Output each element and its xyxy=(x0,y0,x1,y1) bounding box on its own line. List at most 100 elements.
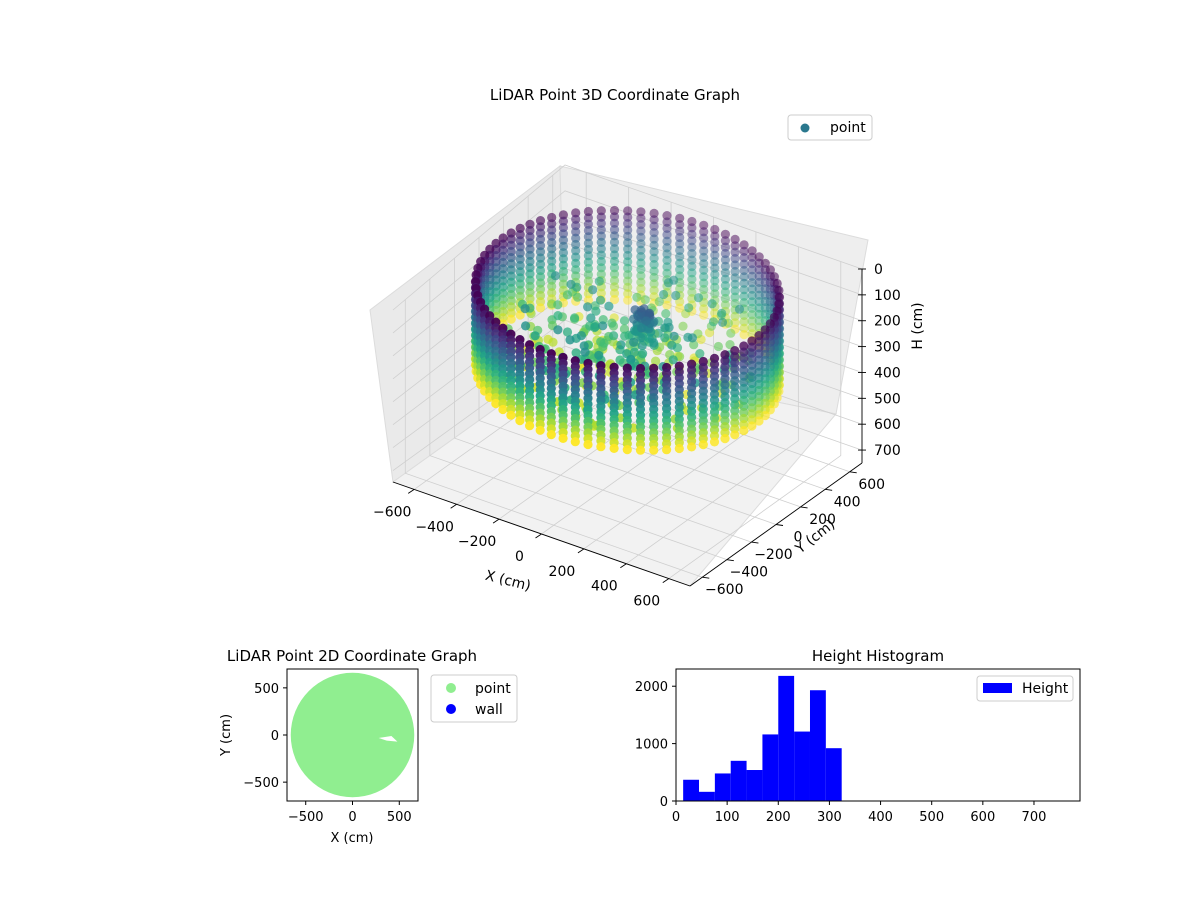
x-tick-label-3d: 400 xyxy=(591,579,618,595)
point-3d xyxy=(636,252,646,262)
y-tick-label-2d: −500 xyxy=(243,776,279,791)
legend-label-point: point xyxy=(830,120,866,136)
legend-label-height: Height xyxy=(1022,681,1069,697)
point-3d xyxy=(675,213,685,223)
point-3d xyxy=(707,299,717,309)
point-3d xyxy=(671,290,681,301)
point-3d xyxy=(720,293,731,304)
point-3d xyxy=(687,242,697,252)
point-3d xyxy=(662,211,672,221)
point-3d xyxy=(609,256,620,266)
y-tick-3d xyxy=(800,506,808,509)
point-3d xyxy=(596,212,606,222)
point-3d xyxy=(713,341,724,352)
point-3d xyxy=(558,254,569,264)
point-3d xyxy=(662,223,672,233)
point-3d xyxy=(684,303,694,313)
x-tick-label-3d: −600 xyxy=(373,504,411,520)
point-3d xyxy=(571,208,581,218)
point-3d xyxy=(583,238,594,248)
point-3d xyxy=(635,445,646,455)
point-3d xyxy=(609,212,620,222)
point-3d xyxy=(699,233,709,243)
point-3d xyxy=(687,261,697,272)
point-3d xyxy=(596,442,606,452)
point-3d xyxy=(591,306,601,316)
point-3d xyxy=(760,258,770,268)
point-3d xyxy=(571,227,581,237)
point-3d xyxy=(730,318,740,328)
point-3d xyxy=(667,340,677,350)
legend-2d: point wall xyxy=(430,674,518,723)
histogram-bar xyxy=(699,791,715,801)
point-3d xyxy=(687,268,697,278)
x-tick-label-histogram: 300 xyxy=(817,810,842,825)
point-3d xyxy=(747,284,757,294)
point-3d xyxy=(506,314,516,324)
point-3d xyxy=(678,321,688,331)
point-3d xyxy=(739,330,749,340)
point-3d xyxy=(730,430,740,440)
point-3d xyxy=(609,237,620,247)
point-3d xyxy=(669,331,679,341)
point-3d xyxy=(747,246,757,256)
point-3d xyxy=(747,329,757,339)
y-tick-label-2d: 0 xyxy=(271,729,279,744)
point-3d xyxy=(774,285,784,295)
point-3d xyxy=(636,271,646,281)
point-3d xyxy=(491,398,501,409)
legend-marker-point-2d xyxy=(446,683,456,693)
point-3d xyxy=(730,286,740,296)
point-3d xyxy=(636,245,646,255)
point-3d xyxy=(571,233,581,243)
point-3d xyxy=(687,223,697,233)
points-2d xyxy=(290,672,415,798)
x-tick-3d xyxy=(450,503,457,509)
point-3d xyxy=(730,273,740,283)
point-3d xyxy=(662,255,672,265)
point-3d xyxy=(571,214,581,224)
point-3d xyxy=(547,256,557,266)
point-3d xyxy=(583,263,594,274)
point-3d xyxy=(739,259,749,269)
point-gap-2d xyxy=(378,735,398,742)
point-3d xyxy=(730,279,740,289)
point-3d xyxy=(649,221,659,231)
point-3d xyxy=(596,244,606,254)
point-3d xyxy=(629,347,640,357)
point-3d xyxy=(596,218,606,228)
y-tick-label-3d: 400 xyxy=(834,494,861,510)
legend-3d: point xyxy=(787,114,873,141)
point-3d xyxy=(535,284,546,294)
x-tick-3d xyxy=(577,548,585,554)
y-tick-3d xyxy=(825,488,833,491)
point-3d xyxy=(739,246,749,256)
point-3d xyxy=(739,272,749,282)
point-3d xyxy=(596,256,606,267)
point-3d xyxy=(710,250,720,260)
point-3d xyxy=(623,238,633,248)
point-3d xyxy=(662,262,672,272)
point-3d xyxy=(730,234,740,244)
y-tick-label-histogram: 2000 xyxy=(635,680,668,695)
point-3d xyxy=(609,269,620,279)
gridline-x xyxy=(668,261,842,579)
point-3d xyxy=(675,245,685,255)
legend-swatch-height xyxy=(983,683,1012,693)
gridline-y xyxy=(404,299,703,578)
point-3d xyxy=(615,355,625,365)
point-3d xyxy=(747,310,757,320)
point-3d xyxy=(580,347,590,357)
point-3d xyxy=(687,216,697,227)
point-3d xyxy=(515,310,525,320)
point-3d xyxy=(636,284,646,294)
point-3d xyxy=(709,437,720,447)
x-tick-label-2d: −500 xyxy=(288,810,324,825)
point-3d xyxy=(535,253,546,263)
legend-label-wall: wall xyxy=(475,702,503,718)
point-3d xyxy=(609,218,620,228)
point-3d xyxy=(583,213,594,223)
point-3d xyxy=(619,316,630,326)
histogram-bar xyxy=(794,731,810,801)
